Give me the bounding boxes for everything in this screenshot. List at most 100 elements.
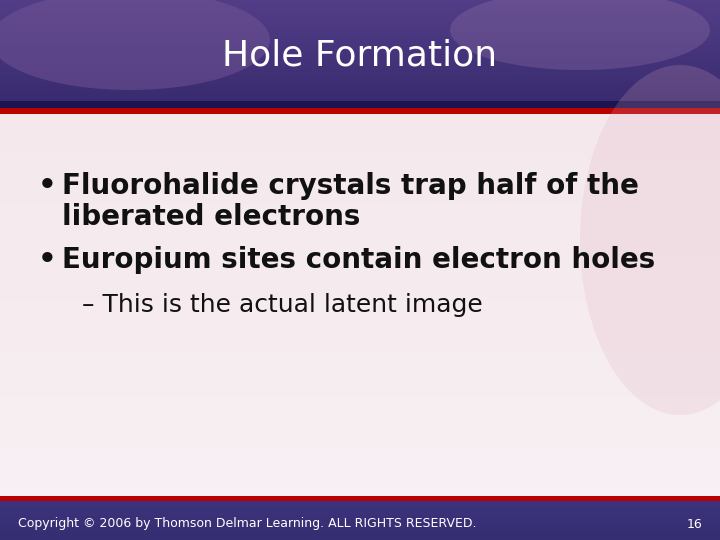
Bar	[0, 35, 720, 36]
Bar	[0, 514, 720, 515]
Bar	[0, 33, 720, 35]
Bar	[0, 84, 720, 85]
Bar	[0, 520, 720, 521]
Bar	[0, 127, 720, 133]
Bar	[0, 508, 720, 509]
Bar	[0, 17, 720, 18]
Bar	[0, 68, 720, 69]
Bar	[0, 82, 720, 83]
Bar	[0, 346, 720, 352]
Bar	[0, 505, 720, 506]
Text: liberated electrons: liberated electrons	[62, 203, 361, 231]
Bar	[0, 11, 720, 12]
Bar	[0, 62, 720, 63]
Bar	[0, 12, 720, 13]
Bar	[0, 77, 720, 78]
Bar	[0, 230, 720, 236]
Bar	[0, 2, 720, 3]
Bar	[0, 339, 720, 346]
Bar	[0, 5, 720, 6]
Bar	[0, 502, 720, 503]
Bar	[0, 524, 720, 525]
Bar	[0, 224, 720, 230]
Bar	[0, 59, 720, 60]
Bar	[0, 494, 720, 500]
Bar	[0, 538, 720, 539]
Bar	[0, 500, 720, 501]
Bar	[0, 429, 720, 436]
Bar	[0, 0, 720, 1]
Bar	[0, 26, 720, 27]
Bar	[0, 27, 720, 28]
Bar	[0, 359, 720, 365]
Bar	[0, 39, 720, 40]
Bar	[0, 198, 720, 204]
Text: – This is the actual latent image: – This is the actual latent image	[82, 293, 482, 317]
Bar	[0, 91, 720, 92]
Bar	[0, 255, 720, 262]
Bar	[0, 511, 720, 512]
Bar	[0, 105, 720, 106]
Bar	[0, 442, 720, 449]
Bar	[0, 294, 720, 301]
Bar	[0, 71, 720, 72]
Bar	[0, 114, 720, 120]
Bar	[0, 513, 720, 514]
Bar	[0, 98, 720, 99]
Bar	[0, 97, 720, 98]
Bar	[0, 521, 720, 522]
Bar	[0, 510, 720, 511]
Bar	[0, 72, 720, 73]
Text: •: •	[38, 172, 57, 200]
Bar	[0, 23, 720, 24]
Bar	[0, 313, 720, 320]
Bar	[0, 146, 720, 153]
Bar	[0, 178, 720, 185]
Bar	[0, 133, 720, 140]
Bar	[0, 21, 720, 22]
Bar	[0, 410, 720, 416]
Text: Hole Formation: Hole Formation	[222, 39, 498, 73]
Bar	[0, 63, 720, 64]
Bar	[0, 44, 720, 45]
Bar	[0, 535, 720, 536]
Bar	[0, 69, 720, 70]
Bar	[0, 507, 720, 508]
Bar	[0, 217, 720, 224]
Bar	[0, 518, 720, 519]
Bar	[0, 99, 720, 100]
Bar	[0, 512, 720, 513]
Bar	[0, 436, 720, 442]
Bar	[0, 307, 720, 313]
Bar	[0, 87, 720, 89]
Bar	[0, 487, 720, 494]
Bar	[0, 403, 720, 410]
Bar	[0, 532, 720, 533]
Bar	[0, 301, 720, 307]
Bar	[0, 57, 720, 58]
Bar	[0, 60, 720, 62]
Ellipse shape	[0, 0, 270, 90]
Bar	[0, 527, 720, 528]
Bar	[0, 516, 720, 517]
Bar	[0, 249, 720, 255]
Bar	[0, 15, 720, 16]
Bar	[0, 519, 720, 520]
Bar	[0, 262, 720, 268]
Bar	[0, 86, 720, 87]
Bar	[0, 185, 720, 191]
Bar	[0, 211, 720, 217]
Bar	[0, 93, 720, 94]
Text: •: •	[38, 246, 57, 274]
Bar	[0, 108, 720, 114]
Bar	[0, 474, 720, 481]
Bar	[0, 204, 720, 211]
Bar	[0, 46, 720, 48]
Bar	[0, 66, 720, 67]
Bar	[0, 236, 720, 242]
Bar	[0, 533, 720, 534]
Bar	[0, 81, 720, 82]
Bar	[0, 281, 720, 288]
Bar	[0, 523, 720, 524]
Bar	[0, 6, 720, 8]
